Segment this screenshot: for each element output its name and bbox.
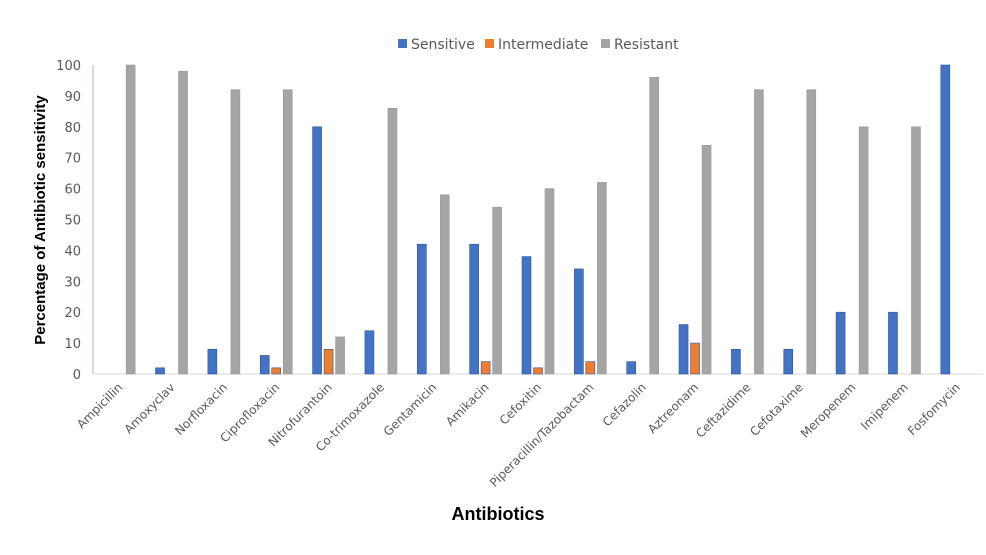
bar-resistant <box>701 145 712 375</box>
y-tick-label: 70 <box>64 152 81 167</box>
y-tick-label: 90 <box>64 90 81 105</box>
legend-swatch-resistant <box>601 39 610 48</box>
bar-intermediate <box>323 348 334 375</box>
bar-sensitive <box>207 348 218 375</box>
bar-resistant <box>335 336 345 375</box>
x-tick-label: Amoxyclav <box>121 380 177 436</box>
bar-sensitive <box>783 348 794 375</box>
bar-resistant <box>178 70 188 375</box>
y-tick-label: 20 <box>64 306 81 321</box>
bar-sensitive <box>888 311 898 375</box>
x-tick-label: Cefoxitin <box>497 380 544 427</box>
legend-label-resistant: Resistant <box>614 37 679 53</box>
x-tick-label: Ampicillin <box>74 380 125 431</box>
bar-intermediate <box>690 342 700 375</box>
legend-swatch-sensitive <box>398 39 407 48</box>
y-tick-label: 0 <box>73 368 81 383</box>
x-tick-label: Amikacin <box>443 380 492 429</box>
legend-swatch-intermediate <box>485 39 494 48</box>
y-tick-label: 50 <box>64 214 81 229</box>
bar-resistant <box>125 64 136 375</box>
x-tick-label: Ceftazidime <box>693 380 753 440</box>
x-tick-label: Imipenem <box>858 380 911 433</box>
bar-resistant <box>858 126 869 375</box>
bar-resistant <box>439 194 450 375</box>
bar-sensitive <box>521 256 532 375</box>
bar-sensitive <box>259 355 270 375</box>
bar-resistant <box>806 89 817 375</box>
x-tick-label: Cefazolin <box>600 380 649 429</box>
y-tick-label: 10 <box>64 337 81 352</box>
bar-resistant <box>911 126 921 375</box>
x-tick-label: Cefotaxime <box>747 380 806 439</box>
bar-resistant <box>754 89 764 375</box>
bar-sensitive <box>574 268 584 375</box>
bar-resistant <box>597 182 607 375</box>
bar-sensitive <box>364 330 375 375</box>
y-tick-label: 30 <box>64 275 81 290</box>
bar-resistant <box>544 188 555 375</box>
bar-resistant <box>230 89 241 375</box>
y-tick-label: 40 <box>64 244 81 259</box>
bar-resistant <box>387 107 398 375</box>
bar-sensitive <box>940 64 951 375</box>
x-tick-label: Meropenem <box>798 380 858 440</box>
x-tick-label: Fosfomycin <box>905 380 963 438</box>
y-tick-label: 60 <box>64 183 81 198</box>
bar-sensitive <box>835 311 846 375</box>
bar-sensitive <box>155 367 165 375</box>
bar-sensitive <box>731 348 741 375</box>
x-tick-label: Piperacillin/Tazobactam <box>487 380 596 489</box>
bar-intermediate <box>585 361 596 375</box>
legend-label-intermediate: Intermediate <box>498 37 588 53</box>
bar-intermediate <box>271 367 282 375</box>
bar-sensitive <box>626 361 637 375</box>
y-tick-label: 80 <box>64 121 81 136</box>
legend-label-sensitive: Sensitive <box>411 37 475 53</box>
bar-intermediate <box>480 361 491 375</box>
bar-sensitive <box>678 324 689 375</box>
y-tick-label: 100 <box>56 59 81 74</box>
bar-resistant <box>282 89 293 375</box>
y-axis-title: Percentage of Antibiotic sensitivity <box>32 95 49 345</box>
bar-sensitive <box>312 126 322 375</box>
x-axis-title: Antibiotics <box>452 504 545 524</box>
bar-resistant <box>649 77 660 375</box>
bar-sensitive <box>416 243 427 375</box>
bar-sensitive <box>469 243 479 375</box>
x-tick-label: Norfloxacin <box>172 380 230 438</box>
bar-resistant <box>492 206 502 375</box>
x-tick-label: Aztreonam <box>645 380 701 436</box>
x-tick-label: Gentamicin <box>381 380 440 439</box>
bar-intermediate <box>533 367 543 375</box>
